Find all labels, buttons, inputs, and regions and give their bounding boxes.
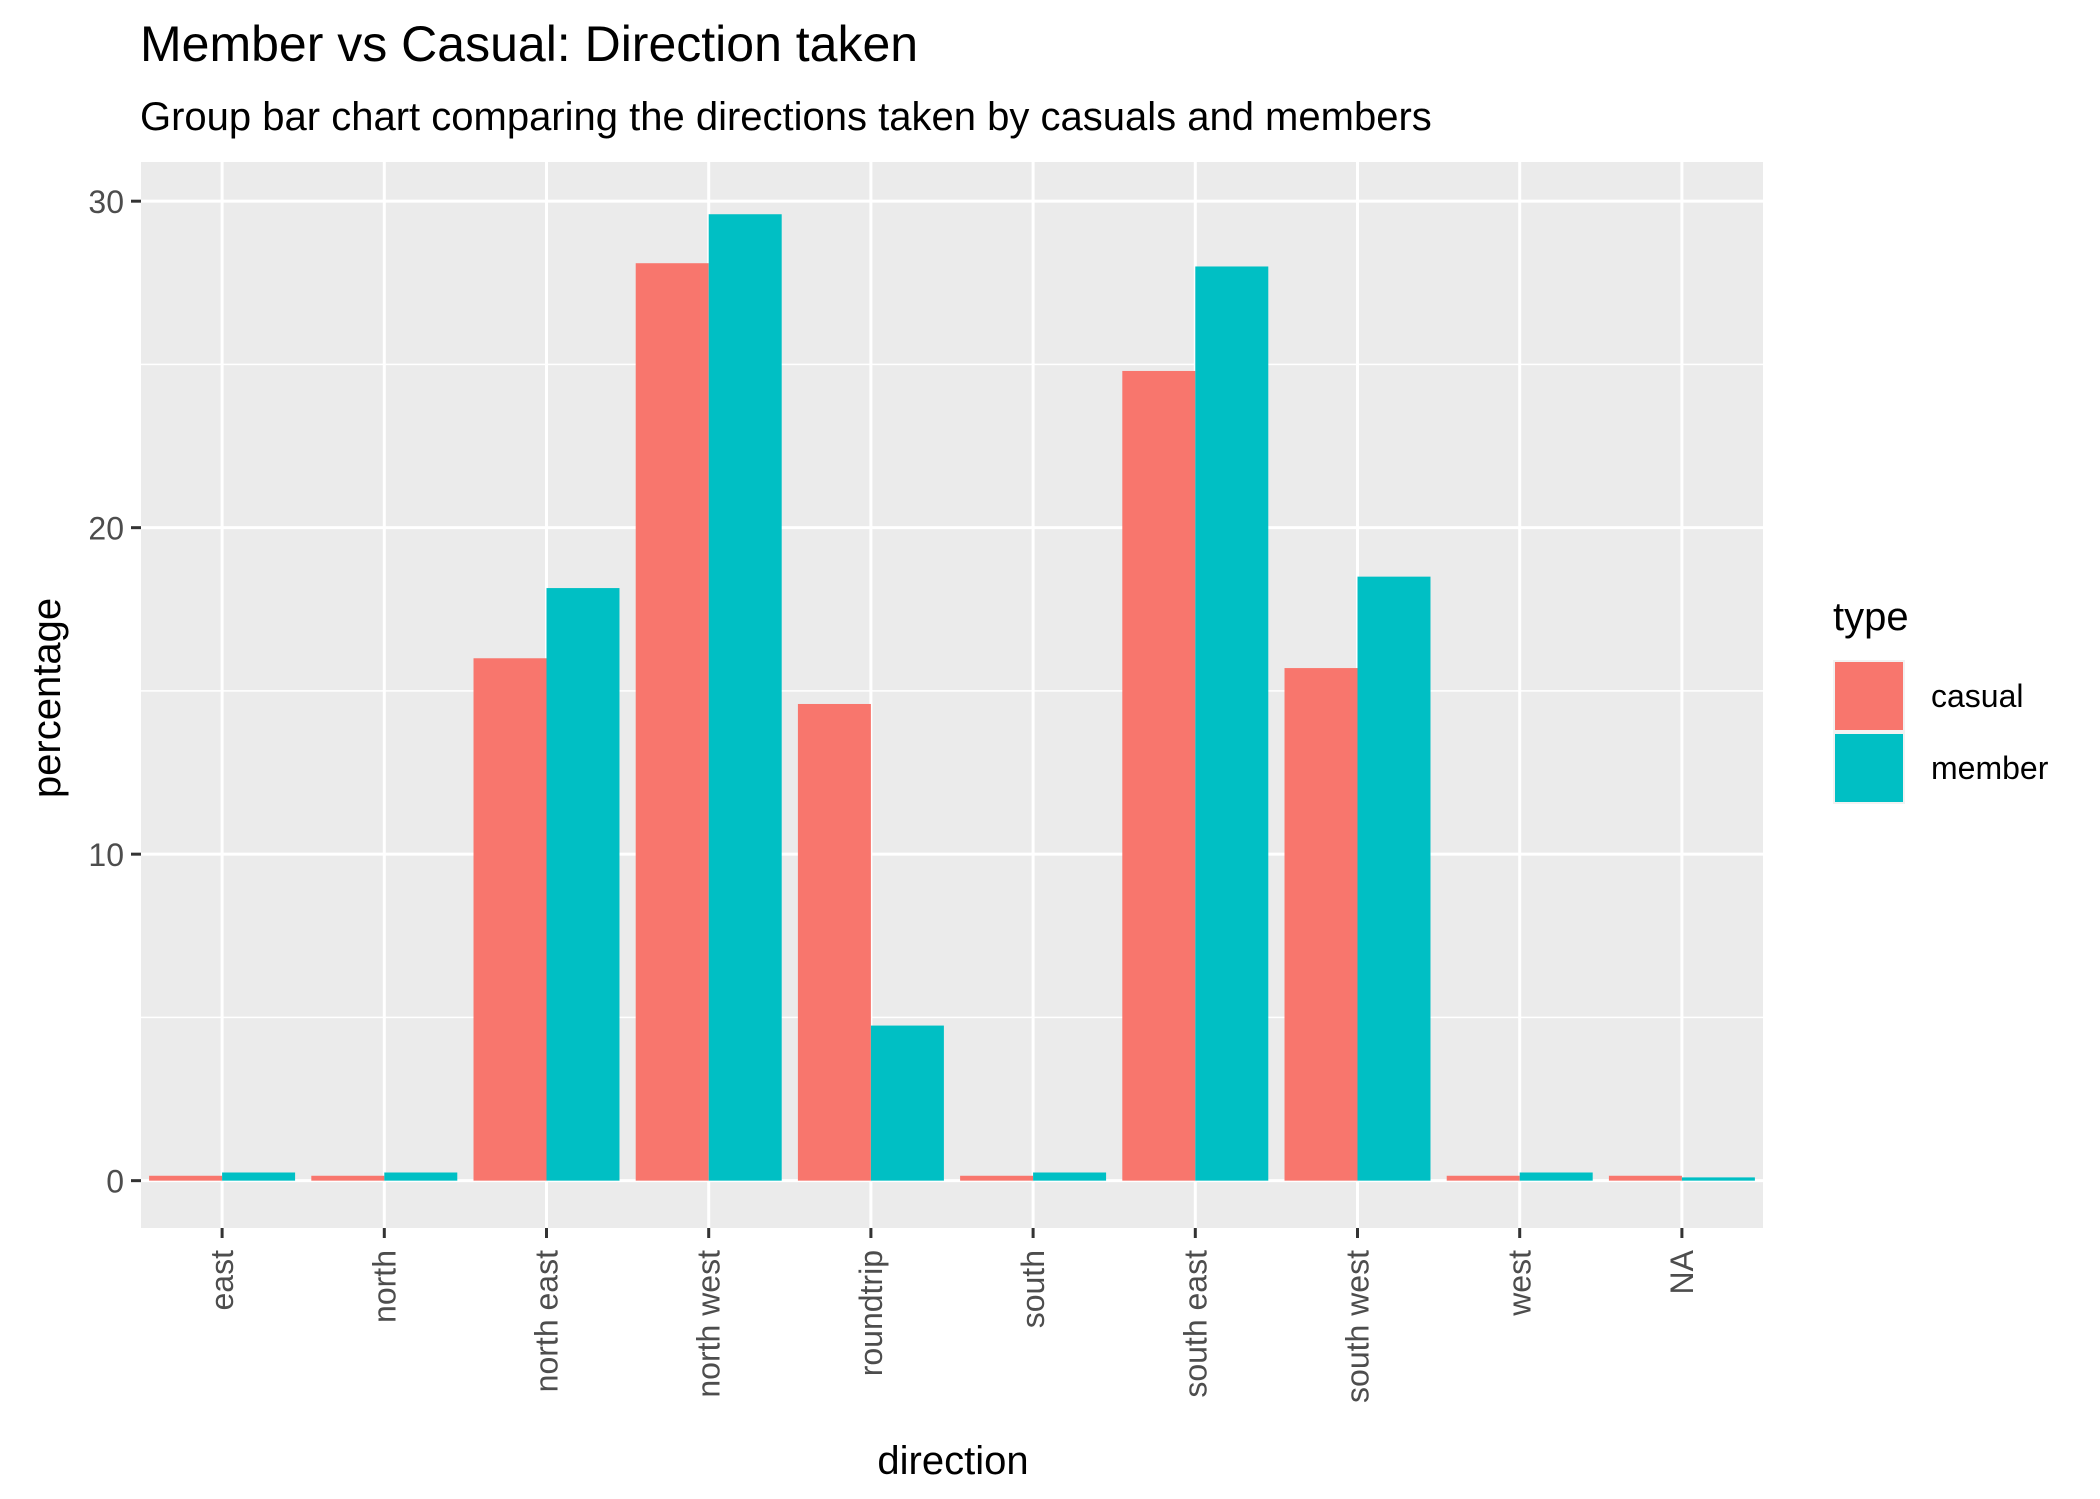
- plot-panel: [141, 162, 1763, 1228]
- x-tick-label: north west: [691, 1250, 727, 1398]
- bar-casual-roundtrip: [797, 703, 871, 1181]
- x-tick-label: south east: [1177, 1250, 1213, 1398]
- legend-label-member: member: [1931, 750, 2049, 786]
- legend: type casual member: [1833, 595, 2049, 804]
- legend-key-casual: [1835, 662, 1903, 730]
- x-axis-title: direction: [877, 1439, 1028, 1483]
- chart-subtitle: Group bar chart comparing the directions…: [140, 95, 1432, 139]
- legend-title: type: [1833, 595, 1909, 639]
- y-tick-label: 20: [88, 511, 124, 547]
- bar-member-west: [1519, 1172, 1593, 1181]
- x-tick-label: north east: [529, 1250, 565, 1392]
- bar-casual-north-west: [635, 263, 709, 1181]
- bar-member-roundtrip: [870, 1025, 944, 1181]
- x-tick-label: south: [1015, 1250, 1051, 1328]
- bar-member-south: [1033, 1172, 1107, 1181]
- bar-casual-south-west: [1284, 668, 1358, 1181]
- x-tick-label: east: [204, 1250, 240, 1311]
- bar-member-south-west: [1357, 576, 1431, 1181]
- y-axis-title: percentage: [25, 598, 69, 798]
- x-axis: east north north east north west roundtrip so…: [204, 1228, 1700, 1403]
- bar-casual-north: [311, 1175, 385, 1181]
- bar-casual-south: [960, 1175, 1034, 1181]
- bars-group: [149, 214, 1755, 1181]
- bar-casual-south-east: [1122, 370, 1196, 1181]
- bar-member-south-east: [1195, 266, 1269, 1181]
- bar-member-east: [222, 1172, 296, 1181]
- bar-casual-na: [1608, 1175, 1682, 1181]
- y-tick-label: 10: [88, 837, 124, 873]
- y-axis: 0 10 20 30: [88, 184, 141, 1200]
- bar-member-north: [384, 1172, 458, 1181]
- x-tick-label: NA: [1664, 1249, 1700, 1294]
- minor-gridlines: [141, 363, 1763, 1019]
- bar-member-na: [1681, 1177, 1755, 1181]
- bar-member-north-west: [708, 214, 782, 1181]
- bar-casual-north-east: [473, 658, 547, 1181]
- x-tick-label: roundtrip: [853, 1250, 889, 1376]
- x-tick-label: south west: [1340, 1250, 1376, 1403]
- legend-label-casual: casual: [1931, 678, 2024, 714]
- legend-key-member: [1835, 734, 1903, 802]
- y-tick-label: 0: [106, 1164, 124, 1200]
- x-tick-label: west: [1502, 1250, 1538, 1317]
- bar-casual-east: [149, 1175, 223, 1181]
- x-tick-label: north: [366, 1250, 402, 1323]
- chart-title: Member vs Casual: Direction taken: [140, 16, 918, 72]
- bar-member-north-east: [546, 588, 620, 1181]
- bar-casual-west: [1446, 1175, 1520, 1181]
- y-tick-label: 30: [88, 184, 124, 220]
